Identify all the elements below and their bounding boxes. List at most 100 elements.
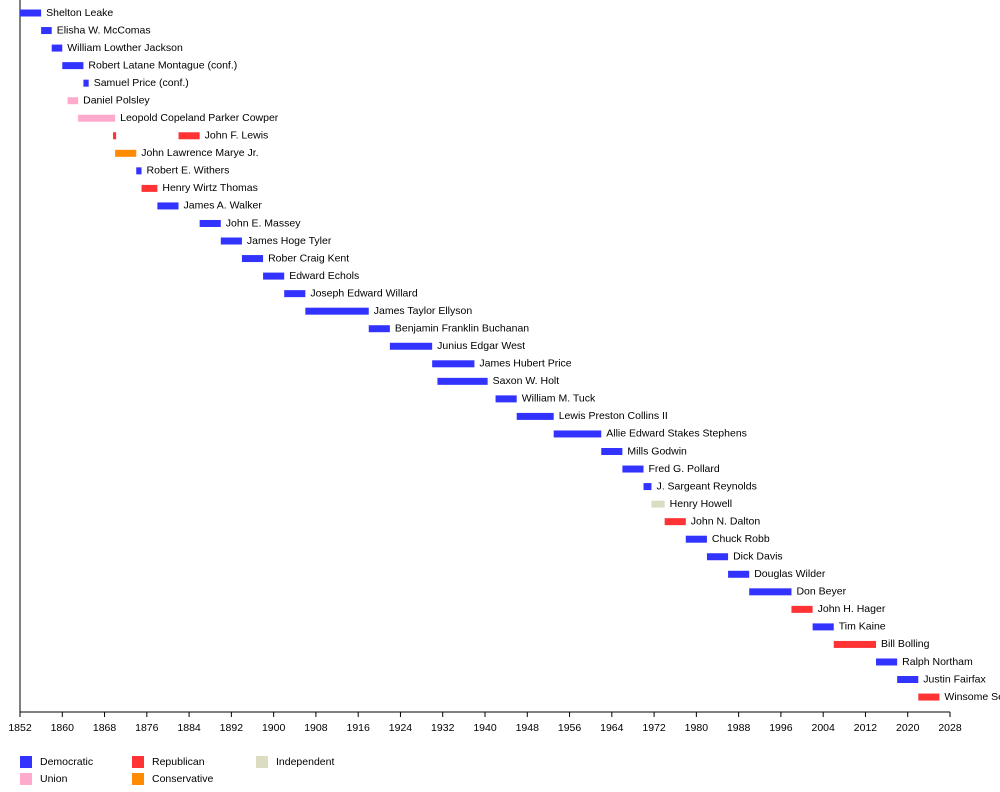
row-label: Shelton Leake [46, 7, 113, 19]
bar [141, 184, 158, 192]
row-label: Rober Craig Kent [268, 252, 349, 264]
bar [67, 97, 79, 105]
row-label: Mills Godwin [627, 445, 687, 457]
bar [495, 395, 517, 403]
bar [685, 535, 707, 543]
row-label: Robert E. Withers [147, 165, 230, 177]
legend-label: Union [40, 773, 68, 785]
row-label: James Hubert Price [479, 358, 571, 370]
x-tick-label: 2028 [938, 722, 962, 734]
row-label: Bill Bolling [881, 638, 930, 650]
bar [812, 623, 834, 631]
row-label: J. Sargeant Reynolds [656, 480, 756, 492]
bar [220, 237, 242, 245]
row-label: Samuel Price (conf.) [94, 77, 189, 89]
legend-label: Democratic [40, 756, 93, 768]
x-tick-label: 2012 [854, 722, 878, 734]
bar [263, 272, 285, 280]
row-label: Edward Echols [289, 270, 359, 282]
x-tick-label: 2020 [896, 722, 920, 734]
bar [664, 518, 686, 526]
legend-label: Independent [276, 756, 334, 768]
bar [706, 553, 729, 561]
row-label: Junius Edgar West [437, 340, 525, 352]
bar [284, 290, 306, 298]
row-label: Daniel Polsley [83, 94, 150, 106]
bar [78, 114, 116, 122]
bar [553, 430, 602, 438]
row-label: Douglas Wilder [754, 568, 826, 580]
row-label: Fred G. Pollard [649, 463, 720, 475]
row-label: William Lowther Jackson [67, 42, 183, 54]
x-tick-label: 1988 [727, 722, 751, 734]
legend-swatch [20, 756, 32, 768]
x-tick-label: 1980 [685, 722, 709, 734]
bar [389, 342, 433, 350]
bar [241, 255, 264, 263]
bar [305, 307, 369, 315]
x-tick-label: 1868 [93, 722, 117, 734]
row-label: Robert Latane Montague (conf.) [88, 59, 237, 71]
row-label: Chuck Robb [712, 533, 770, 545]
row-label: Elisha W. McComas [57, 24, 151, 36]
row-label: Lewis Preston Collins II [559, 410, 668, 422]
row-label: Leopold Copeland Parker Cowper [120, 112, 279, 124]
bar [62, 62, 84, 70]
bar [178, 132, 200, 140]
x-tick-label: 1940 [473, 722, 497, 734]
bar [833, 640, 877, 648]
x-tick-label: 2004 [812, 722, 836, 734]
row-label: John Lawrence Marye Jr. [141, 147, 258, 159]
legend-swatch [132, 756, 144, 768]
row-label: William M. Tuck [522, 393, 596, 405]
bar [115, 149, 137, 157]
row-label: Tim Kaine [839, 621, 886, 633]
bar [51, 44, 63, 52]
row-label: Benjamin Franklin Buchanan [395, 323, 529, 335]
bar [643, 483, 652, 491]
x-tick-label: 1884 [177, 722, 201, 734]
x-tick-label: 1876 [135, 722, 159, 734]
x-tick-label: 1900 [262, 722, 286, 734]
x-tick-label: 1908 [304, 722, 328, 734]
x-tick-label: 1924 [389, 722, 413, 734]
bar [651, 500, 665, 508]
bar [41, 27, 52, 35]
bar [199, 219, 221, 227]
row-label: John F. Lewis [205, 130, 269, 142]
x-tick-label: 1948 [516, 722, 540, 734]
legend-swatch [256, 756, 268, 768]
bar [622, 465, 644, 473]
legend-label: Conservative [152, 773, 213, 785]
bar [136, 167, 142, 175]
x-tick-label: 1852 [8, 722, 32, 734]
x-tick-label: 1892 [220, 722, 244, 734]
bar [368, 325, 390, 333]
row-label: Henry Wirtz Thomas [162, 182, 257, 194]
legend-label: Republican [152, 756, 205, 768]
x-tick-label: 1972 [642, 722, 666, 734]
bar [432, 360, 475, 368]
x-tick-label: 1860 [51, 722, 75, 734]
row-label: John E. Massey [226, 217, 301, 229]
x-tick-label: 1932 [431, 722, 455, 734]
bar [113, 132, 117, 140]
row-label: Saxon W. Holt [493, 375, 560, 387]
row-label: Dick Davis [733, 551, 783, 563]
row-label: Justin Fairfax [923, 673, 986, 685]
bar [83, 79, 89, 87]
row-label: John H. Hager [818, 603, 886, 615]
bar [20, 9, 42, 17]
row-label: Winsome Sears [944, 691, 1000, 703]
bar [157, 202, 179, 210]
x-tick-label: 1956 [558, 722, 582, 734]
bar [437, 377, 488, 385]
row-label: Ralph Northam [902, 656, 973, 668]
x-tick-label: 1916 [347, 722, 371, 734]
bar [918, 693, 940, 701]
row-label: John N. Dalton [691, 515, 761, 527]
legend-swatch [132, 773, 144, 785]
bar [516, 412, 554, 420]
row-label: James Hoge Tyler [247, 235, 332, 247]
